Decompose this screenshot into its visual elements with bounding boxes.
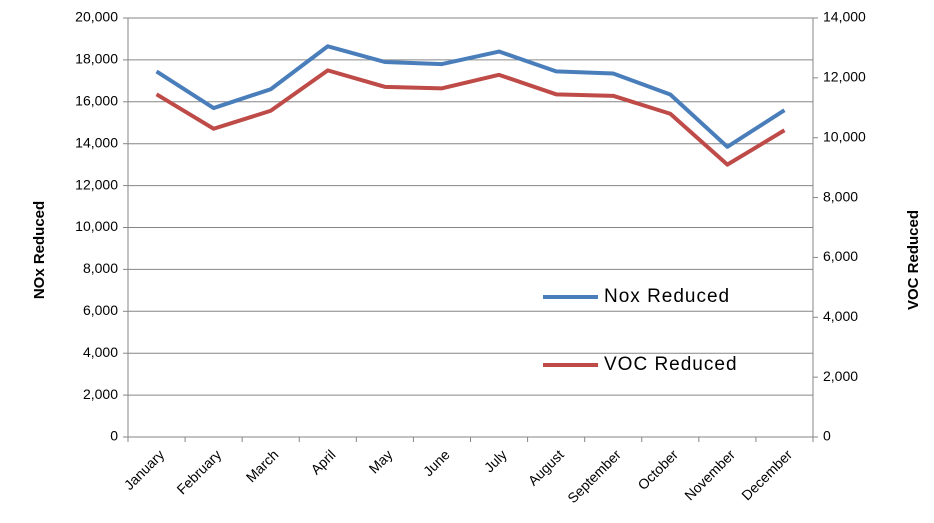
x-tick-label: April — [307, 446, 338, 477]
x-tick-label: August — [525, 446, 567, 488]
y-tick-label: 2,000 — [83, 386, 118, 402]
y2-axis-title: VOC Reduced — [905, 210, 922, 310]
y-tick-label: 16,000 — [75, 93, 118, 109]
x-tick-label: November — [681, 446, 738, 503]
y2-tick-label: 0 — [823, 428, 831, 444]
y-tick-label: 0 — [110, 428, 118, 444]
legend-label: VOC Reduced — [604, 354, 738, 375]
y-tick-label: 8,000 — [83, 260, 118, 276]
y-axis-title: NOx Reduced — [31, 201, 48, 299]
line-series — [155, 44, 786, 149]
y2-tick-label: 10,000 — [823, 128, 866, 144]
y-tick-label: 10,000 — [75, 218, 118, 234]
legend-label: Nox Reduced — [604, 286, 730, 307]
y-tick-label: 6,000 — [83, 302, 118, 318]
y-tick-label: 18,000 — [75, 51, 118, 67]
line-series — [155, 68, 786, 167]
x-tick-label: December — [738, 446, 795, 503]
x-tick-label: February — [173, 446, 224, 497]
y2-tick-label: 14,000 — [823, 9, 866, 25]
x-tick-label: June — [420, 446, 453, 479]
y2-tick-label: 4,000 — [823, 308, 858, 324]
y-tick-label: 14,000 — [75, 134, 118, 150]
y2-tick-label: 6,000 — [823, 248, 858, 264]
x-tick-label: May — [366, 446, 396, 476]
y2-tick-label: 12,000 — [823, 69, 866, 85]
x-tick-label: January — [121, 446, 168, 493]
y-tick-label: 4,000 — [83, 344, 118, 360]
y-tick-label: 12,000 — [75, 176, 118, 192]
y-tick-label: 20,000 — [75, 9, 118, 25]
x-tick-label: September — [564, 446, 624, 506]
y2-tick-label: 8,000 — [823, 188, 858, 204]
x-tick-label: October — [634, 446, 681, 493]
y2-tick-label: 2,000 — [823, 368, 858, 384]
x-tick-label: March — [243, 446, 282, 485]
x-tick-label: July — [481, 446, 510, 475]
